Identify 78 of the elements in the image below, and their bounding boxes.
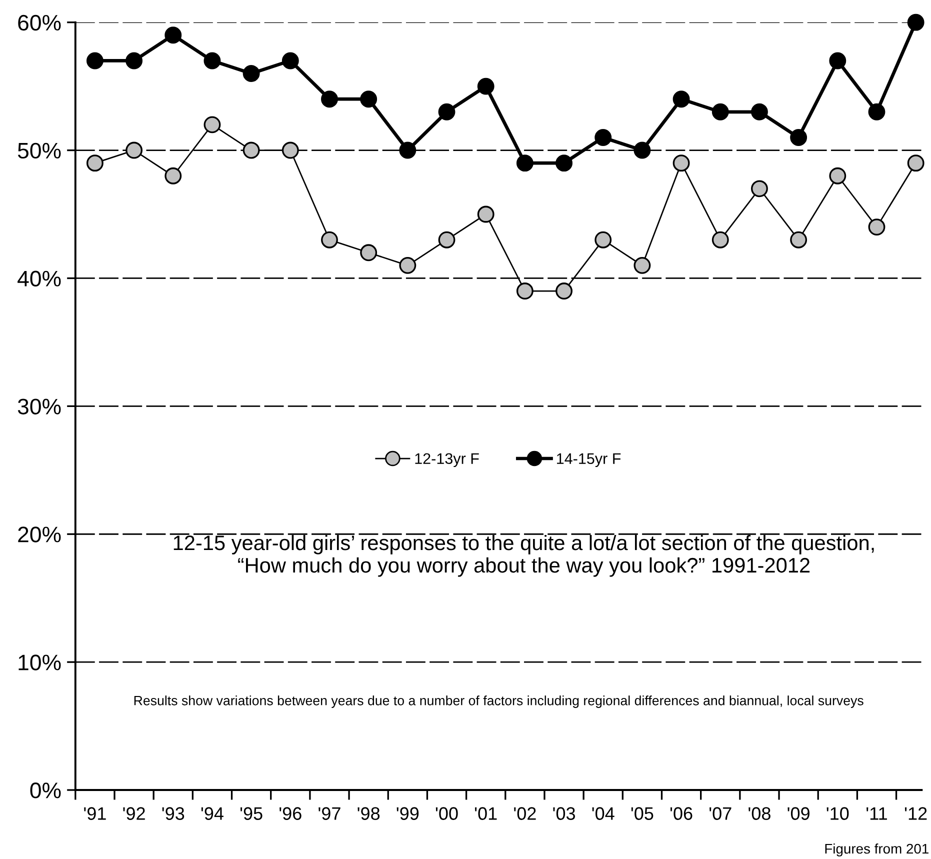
x-tick-label: '93 — [162, 807, 184, 820]
point — [907, 14, 924, 31]
point — [790, 231, 808, 248]
x-tick-label: '02 — [514, 807, 536, 820]
x-tick-label: '98 — [358, 807, 380, 820]
point — [438, 231, 456, 248]
x-tick-label: '01 — [475, 807, 497, 820]
point — [516, 154, 534, 172]
point — [594, 231, 612, 248]
point — [164, 26, 182, 44]
x-tick-label: '04 — [592, 807, 614, 820]
x-tick-label: '92 — [123, 807, 145, 820]
point — [829, 52, 846, 70]
x-tick-label: '09 — [788, 807, 810, 820]
y-tick-label: 0% — [30, 782, 61, 798]
x-tick-label: '03 — [553, 807, 575, 820]
x-tick-label: '91 — [84, 807, 106, 820]
y-tick-label: 60% — [18, 14, 61, 31]
annotation: 12-15 year-old girls’ responses to the quite a lot/a lot section of the question, “How much do you worry about the way you look?” 1991-2012 — [174, 534, 874, 577]
point — [282, 142, 299, 159]
y-tick-label: 20% — [18, 526, 61, 542]
point — [868, 103, 886, 120]
annotation: Results show variations between years due to a number of factors including regional differences and biannual, local surveys — [134, 696, 864, 708]
point — [477, 206, 494, 223]
x-tick-label: '11 — [866, 807, 887, 820]
y-tick-label: 50% — [18, 142, 61, 159]
x-tick-label: '99 — [396, 807, 419, 820]
point — [829, 167, 846, 184]
point — [399, 142, 416, 159]
point — [672, 154, 690, 172]
point — [360, 90, 378, 108]
point — [360, 244, 378, 262]
x-tick-label: '07 — [710, 807, 732, 820]
point — [242, 142, 260, 159]
point — [750, 103, 768, 120]
legend-label: 12-13yr F — [415, 453, 479, 468]
legend-label: 14-15yr F — [557, 453, 621, 468]
point — [321, 90, 338, 108]
x-tick-label: '96 — [280, 807, 302, 820]
x-tick-label: '12 — [904, 807, 927, 820]
y-tick-label: 10% — [18, 654, 61, 670]
point — [477, 78, 494, 95]
x-tick-label: '97 — [318, 807, 340, 820]
y-tick-label: 30% — [18, 398, 61, 414]
x-tick-label: '95 — [240, 807, 262, 820]
point — [790, 129, 808, 146]
point — [750, 180, 768, 198]
point — [868, 218, 886, 236]
point — [86, 52, 104, 70]
x-tick-label: '06 — [670, 807, 692, 820]
point — [204, 52, 221, 70]
y-tick-label: 40% — [18, 270, 61, 286]
x-tick-label: '94 — [201, 807, 224, 820]
point — [321, 231, 338, 248]
point — [438, 103, 456, 120]
point — [634, 256, 651, 274]
point — [204, 116, 221, 134]
point — [672, 90, 690, 108]
point — [399, 256, 416, 274]
point — [712, 231, 729, 248]
point — [86, 154, 104, 172]
point — [556, 282, 572, 300]
point — [126, 142, 143, 159]
point — [556, 154, 572, 172]
text: Figures from 201 — [825, 843, 928, 856]
point — [594, 129, 612, 146]
x-tick-label: '08 — [748, 807, 770, 820]
point — [126, 52, 143, 70]
point — [282, 52, 299, 70]
x-tick-label: '00 — [436, 807, 458, 820]
x-tick-label: '05 — [631, 807, 654, 820]
x-tick-label: '10 — [826, 807, 849, 820]
point — [712, 103, 729, 120]
point — [242, 65, 260, 82]
point — [164, 167, 182, 184]
point — [634, 142, 651, 159]
point — [907, 154, 924, 172]
point — [516, 282, 534, 300]
